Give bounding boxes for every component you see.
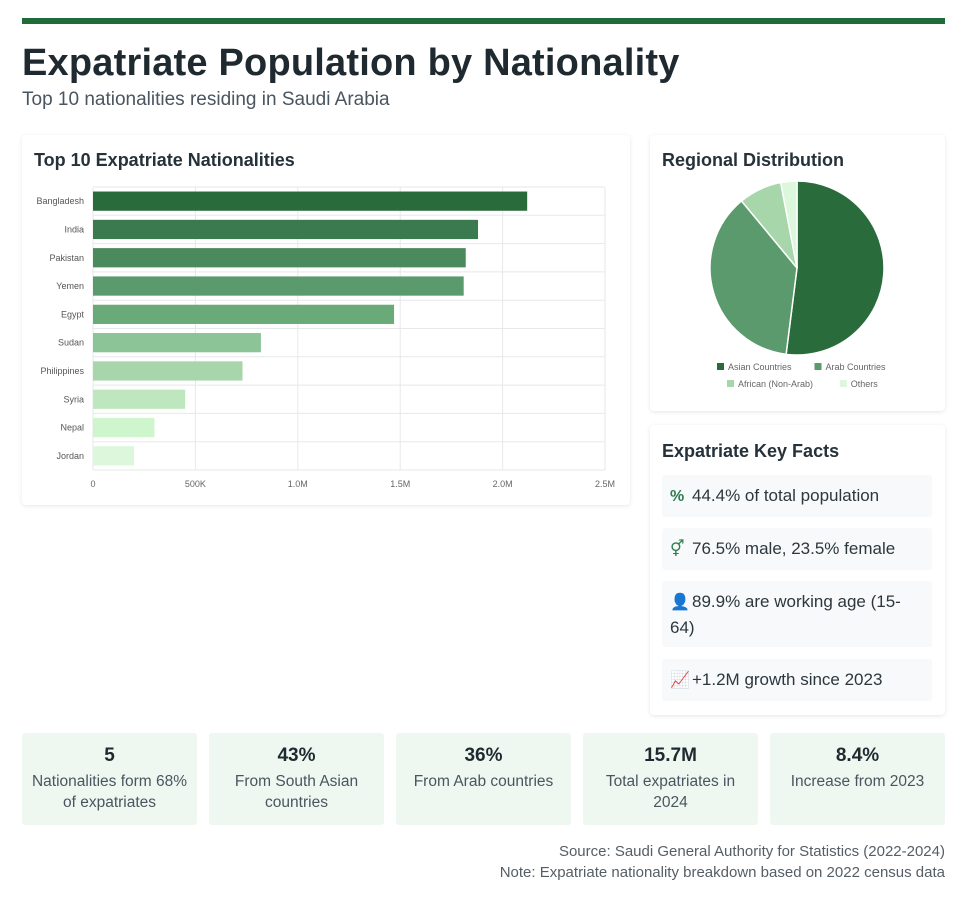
x-tick-label: 2.0M [493, 479, 513, 489]
stat-value: 8.4% [835, 745, 880, 766]
category-label: Syria [63, 394, 84, 404]
pie-slice [785, 180, 885, 356]
category-label: Bangladesh [36, 196, 84, 206]
category-label: Jordan [56, 451, 84, 461]
trend-chart-icon: 📈 [670, 672, 690, 689]
bar [93, 446, 134, 466]
x-tick-label: 2.5M [595, 479, 615, 489]
bar [93, 304, 395, 324]
bar [93, 219, 479, 240]
category-label: India [64, 224, 84, 234]
fact-item: 📈 +1.2M growth since 2023 [662, 659, 932, 701]
legend-label: Arab Countries [826, 362, 887, 372]
bar-chart-card: Top 10 Expatriate Nationalities 0 500K 1.0… [22, 135, 630, 505]
bar-chart-title: Top 10 Expatriate Nationalities [34, 150, 295, 170]
category-label: Nepal [60, 423, 84, 433]
legend-swatch [814, 363, 822, 370]
percent-icon: % [670, 488, 685, 505]
x-tick-label: 0 [90, 479, 95, 489]
fact-text: +1.2M growth since 2023 [692, 670, 883, 689]
stat-value: 43% [277, 745, 316, 766]
worker-icon: 👤 [670, 594, 690, 611]
legend-label: Others [851, 379, 879, 389]
bar-chart: 0 500K 1.0M 1.5M 2.0M 2.5M Bangladesh India Paki… [36, 186, 615, 489]
category-label: Egypt [61, 309, 85, 319]
bar [93, 389, 186, 409]
fact-item: % 44.4% of total population [662, 475, 932, 517]
category-label: Pakistan [49, 253, 84, 263]
header-accent-rule [22, 18, 945, 24]
key-facts-title: Expatriate Key Facts [662, 441, 840, 461]
source-note: Source: Saudi General Authority for Stat… [558, 843, 945, 860]
stat-value: 5 [104, 745, 115, 766]
footnote: Note: Expatriate nationality breakdown b… [499, 864, 945, 881]
stat-label: Nationalities form 68% of expatriates [31, 773, 188, 811]
legend-swatch [727, 380, 734, 387]
stat-label: From South Asian countries [234, 773, 359, 811]
legend-swatch [839, 380, 847, 387]
bar [93, 333, 261, 353]
gender-icon: ⚥ [670, 541, 685, 558]
bar [93, 417, 155, 438]
legend-swatch [717, 363, 724, 370]
fact-text: 44.4% of total population [692, 486, 880, 505]
stat-label: From Arab countries [413, 773, 554, 790]
pie-chart-title: Regional Distribution [662, 150, 844, 170]
stat-value: 15.7M [644, 745, 697, 766]
fact-item: ⚥ 76.5% male, 23.5% female [662, 528, 932, 570]
stat-card: 15.7M Total expatriates in 2024 [583, 733, 758, 825]
legend-label: African (Non-Arab) [738, 379, 813, 389]
category-label: Yemen [56, 281, 84, 291]
pie-chart-card: Regional Distribution Asian Countries Ara… [650, 135, 945, 411]
page-subtitle: Top 10 nationalities residing in Saudi A… [22, 89, 390, 110]
pie-slice [779, 180, 798, 269]
stat-card: 8.4% Increase from 2023 [770, 733, 945, 825]
stat-value: 36% [464, 745, 503, 766]
category-label: Philippines [40, 366, 84, 376]
bar [93, 191, 528, 211]
stat-card: 43% From South Asian countries [209, 733, 384, 825]
stat-card: 36% From Arab countries [396, 733, 571, 825]
x-tick-label: 500K [185, 479, 206, 489]
fact-text: 76.5% male, 23.5% female [692, 539, 896, 558]
page-title: Expatriate Population by Nationality [22, 42, 680, 84]
legend-label: Asian Countries [728, 362, 792, 372]
bar [93, 276, 464, 296]
key-facts-card: Expatriate Key Facts % 44.4% of total pop… [650, 425, 945, 715]
bar [93, 361, 243, 381]
stat-card: 5 Nationalities form 68% of expatriates [22, 733, 197, 825]
category-label: Sudan [58, 338, 84, 348]
stat-label: Increase from 2023 [790, 773, 925, 790]
fact-item: 👤 89.9% are working age (15-64) [662, 581, 932, 647]
stat-label: Total expatriates in 2024 [605, 773, 736, 811]
x-tick-label: 1.0M [288, 479, 308, 489]
bar [93, 248, 466, 268]
pie-slice [709, 199, 798, 356]
fact-text: 89.9% are working age (15-64) [670, 592, 901, 637]
pie-chart: Asian Countries Arab Countries African (No… [709, 180, 887, 389]
x-tick-label: 1.5M [390, 479, 410, 489]
